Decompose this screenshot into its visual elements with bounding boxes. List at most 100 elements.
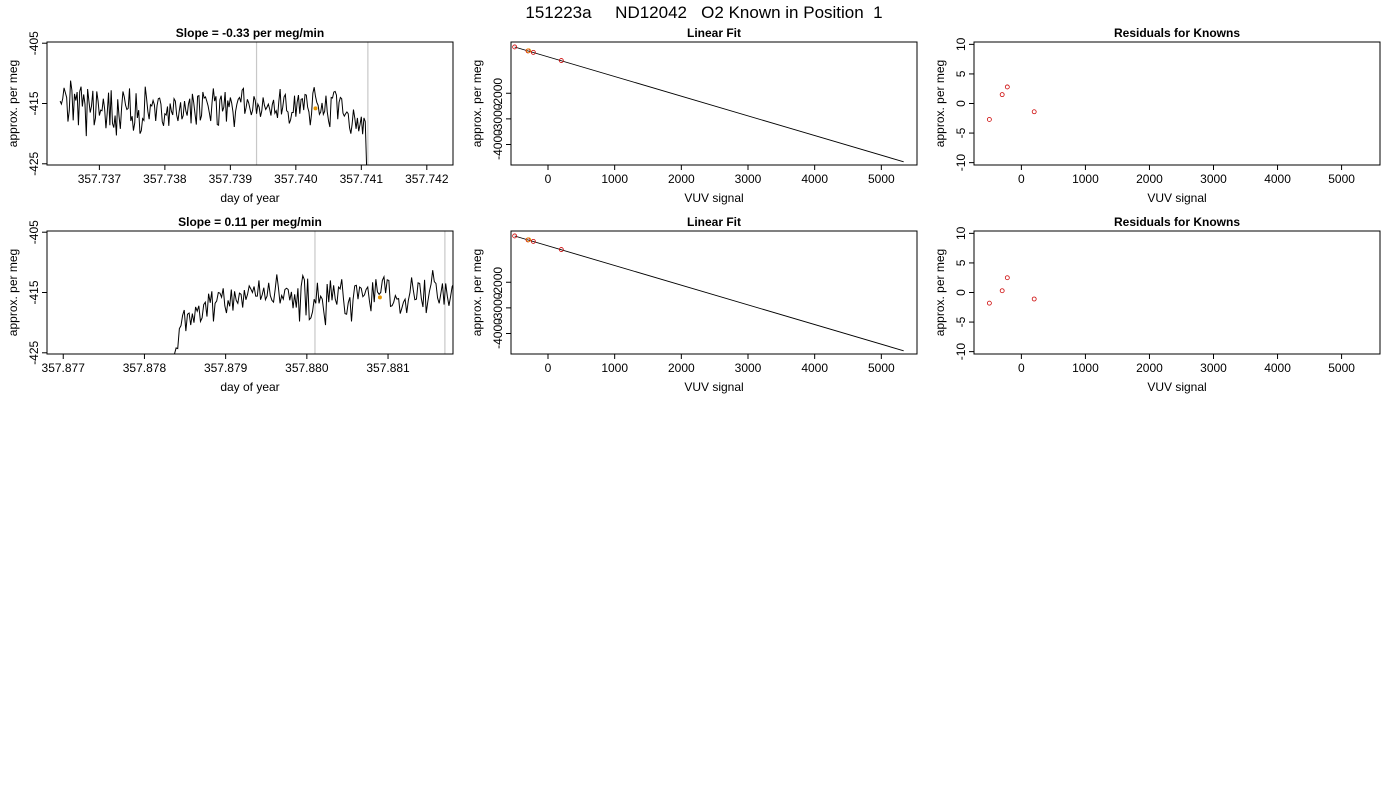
x-axis: 0 1000 2000 3000 4000 5000 VUV signal (1018, 165, 1355, 205)
plot-frame (510, 41, 918, 166)
highlight-point (377, 295, 382, 300)
plot-area (512, 233, 904, 352)
data-point (530, 238, 536, 244)
data-point (1004, 275, 1010, 281)
data-point (526, 48, 532, 54)
data-point (558, 247, 564, 252)
data-point (558, 58, 564, 63)
panel-title: Linear Fit (687, 215, 741, 229)
x-tick-label: 3000 (1200, 172, 1227, 186)
x-tick-label: 5000 (868, 361, 895, 375)
y-tick-label: -425 (27, 151, 41, 175)
x-tick-label: 357.881 (366, 361, 410, 375)
x-tick-label: 357.880 (285, 361, 329, 375)
x-axis: 0 1000 2000 3000 4000 5000 VUV signal (545, 354, 895, 394)
x-tick-label: 0 (545, 361, 552, 375)
x-tick-label: 2000 (1136, 361, 1163, 375)
panel-title: Residuals for Knowns (1114, 26, 1240, 40)
data-point (512, 44, 518, 50)
y-tick-label: 10 (954, 37, 968, 51)
x-tick-label: 5000 (1328, 361, 1355, 375)
x-axis: 0 1000 2000 3000 4000 5000 VUV signal (545, 165, 895, 205)
x-tick-label: 3000 (735, 172, 762, 186)
panel-2: Linear Fit 0 1000 2000 3000 4000 5000 VUV signa… (470, 26, 918, 205)
x-tick-label: 357.877 (42, 361, 86, 375)
x-axis-label: day of year (220, 380, 279, 394)
data-point (1031, 296, 1037, 302)
y-axis-label: approx. per meg (470, 249, 484, 336)
x-tick-label: 357.741 (340, 172, 384, 186)
y-tick-label: 0 (954, 289, 968, 296)
data-point (986, 300, 992, 306)
x-tick-label: 1000 (601, 172, 628, 186)
y-tick-label: -4000 (491, 129, 505, 160)
y-tick-label: -415 (27, 91, 41, 115)
y-axis-label: approx. per meg (933, 60, 947, 147)
x-tick-label: 4000 (1264, 361, 1291, 375)
data-point (999, 288, 1005, 294)
y-axis: -2000-3000-4000 approx. per meg (470, 249, 511, 349)
y-tick-label: -405 (27, 31, 41, 55)
x-tick-label: 3000 (1200, 361, 1227, 375)
x-tick-label: 2000 (668, 361, 695, 375)
y-tick-label: -415 (27, 280, 41, 304)
y-tick-label: -4000 (491, 318, 505, 349)
figure-title: 151223a ND12042 O2 Known in Position 1 (525, 3, 882, 22)
y-axis-label: approx. per meg (6, 60, 20, 147)
data-point (999, 92, 1005, 98)
x-tick-label: 0 (1018, 172, 1025, 186)
plot-area (173, 231, 453, 354)
x-axis-label: day of year (220, 191, 279, 205)
y-tick-label: -405 (27, 220, 41, 244)
panel-title: Slope = 0.11 per meg/min (178, 215, 322, 229)
x-tick-label: 4000 (801, 172, 828, 186)
y-axis: -405 -415 -425 approx. per meg (6, 220, 47, 365)
fit-line (514, 235, 904, 352)
y-tick-label: -10 (954, 154, 968, 172)
y-tick-label: -5 (954, 127, 968, 138)
y-axis-label: approx. per meg (933, 249, 947, 336)
panel-title: Residuals for Knowns (1114, 215, 1240, 229)
x-tick-label: 4000 (1264, 172, 1291, 186)
data-point (1004, 84, 1010, 90)
fit-line (514, 46, 904, 163)
y-tick-label: -425 (27, 340, 41, 364)
panel-6: Residuals for Knowns 0 1000 2000 3000 4000 500… (933, 215, 1381, 394)
x-tick-label: 5000 (1328, 172, 1355, 186)
series-line (173, 270, 453, 354)
plot-frame (46, 230, 454, 355)
x-tick-label: 1000 (601, 361, 628, 375)
data-point (526, 237, 532, 243)
y-tick-label: -10 (954, 343, 968, 361)
panel-5: Linear Fit 0 1000 2000 3000 4000 5000 VUV signa… (470, 215, 918, 394)
panel-title: Linear Fit (687, 26, 741, 40)
data-point (986, 117, 992, 122)
y-axis-label: approx. per meg (470, 60, 484, 147)
plot-frame (510, 230, 918, 355)
y-tick-label: -2000 (491, 267, 505, 298)
y-axis: 10 5 0 -5 -10 approx. per meg (933, 37, 974, 171)
panel-title: Slope = -0.33 per meg/min (176, 26, 324, 40)
x-axis: 0 1000 2000 3000 4000 5000 VUV signal (1018, 354, 1355, 394)
x-axis-label: VUV signal (684, 191, 743, 205)
x-tick-label: 1000 (1072, 172, 1099, 186)
x-tick-label: 357.738 (143, 172, 187, 186)
plot-frame (973, 41, 1381, 166)
y-tick-label: 5 (954, 259, 968, 266)
x-tick-label: 357.879 (204, 361, 248, 375)
y-tick-label: 0 (954, 100, 968, 107)
x-axis-label: VUV signal (1147, 380, 1206, 394)
data-point (1031, 109, 1037, 115)
x-axis-label: VUV signal (684, 380, 743, 394)
y-axis: -2000-3000-4000 approx. per meg (470, 60, 511, 160)
plot-area (512, 44, 904, 163)
x-tick-label: 357.742 (405, 172, 449, 186)
y-tick-label: -3000 (491, 103, 505, 134)
x-tick-label: 1000 (1072, 361, 1099, 375)
y-tick-label: -5 (954, 316, 968, 327)
series-line (59, 80, 368, 165)
